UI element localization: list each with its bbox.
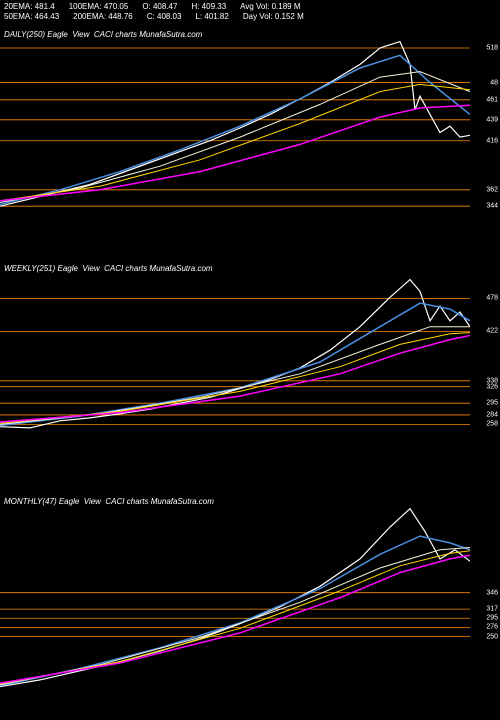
series-ema100: [0, 333, 470, 424]
level-label: 344: [486, 203, 498, 210]
level-label: 362: [486, 186, 498, 193]
stat-h: H: 409.33: [191, 2, 226, 12]
level-label: 422: [486, 328, 498, 335]
header-row-2: 50EMA: 464.43 200EMA: 448.76 C: 408.03 L: 4…: [4, 12, 304, 22]
level-label: 326: [486, 383, 498, 390]
series-ema50: [0, 72, 470, 203]
chart-svg: [0, 262, 470, 462]
stat-o: O: 408.47: [142, 2, 177, 12]
level-label: 295: [486, 615, 498, 622]
series-price: [0, 42, 470, 207]
level-label: 416: [486, 137, 498, 144]
stat-avg vol: Avg Vol: 0.189 M: [240, 2, 300, 12]
series-ema100: [0, 551, 470, 684]
stat-day vol: Day Vol: 0.152 M: [243, 12, 304, 22]
chart-panel-1: WEEKLY(251) Eagle View CACI charts Munaf…: [0, 262, 500, 462]
stat-20ema: 20EMA: 481.4: [4, 2, 55, 12]
stat-200ema: 200EMA: 448.76: [73, 12, 133, 22]
series-ema100: [0, 84, 470, 200]
series-ema200: [0, 336, 470, 423]
level-label: 439: [486, 116, 498, 123]
series-ema20: [0, 303, 470, 425]
series-price: [0, 509, 470, 687]
level-label: 346: [486, 589, 498, 596]
level-label: 48: [490, 79, 498, 86]
level-label: 518: [486, 45, 498, 52]
header-row-1: 20EMA: 481.4 100EMA: 470.05 O: 408.47 H: 40…: [4, 2, 304, 12]
level-label: 250: [486, 633, 498, 640]
chart-svg: [0, 28, 470, 228]
level-label: 317: [486, 606, 498, 613]
series-ema20: [0, 536, 470, 686]
stat-c: C: 408.03: [147, 12, 182, 22]
header-stats: 20EMA: 481.4 100EMA: 470.05 O: 408.47 H: 40…: [4, 2, 304, 22]
stat-100ema: 100EMA: 470.05: [69, 2, 129, 12]
series-ema50: [0, 327, 470, 425]
series-ema200: [0, 555, 470, 683]
level-label: 478: [486, 295, 498, 302]
level-label: 276: [486, 624, 498, 631]
chart-panel-0: DAILY(250) Eagle View CACI charts Munafa…: [0, 28, 500, 228]
level-label: 258: [486, 421, 498, 428]
stat-50ema: 50EMA: 464.43: [4, 12, 59, 22]
chart-svg: [0, 495, 470, 705]
stat-l: L: 401.82: [195, 12, 228, 22]
level-label: 295: [486, 400, 498, 407]
level-label: 461: [486, 96, 498, 103]
series-ema50: [0, 548, 470, 685]
level-label: 284: [486, 411, 498, 418]
chart-panel-2: MONTHLY(47) Eagle View CACI charts Munaf…: [0, 495, 500, 705]
